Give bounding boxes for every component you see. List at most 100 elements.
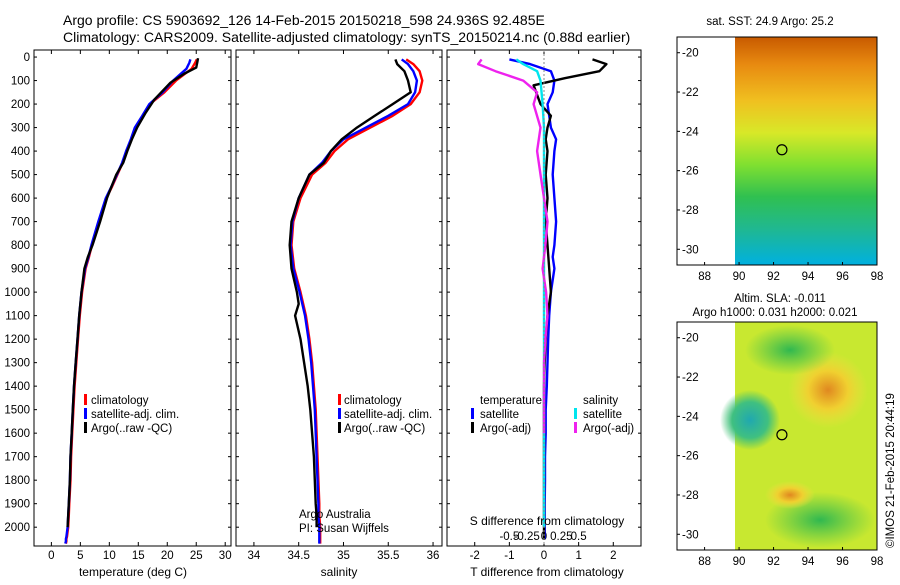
depth-tick-label: 2000 [4, 522, 30, 534]
sst-map: 88 90 92 94 96 98 -20 -22 -24 -26 -28 -30 [676, 36, 884, 283]
lat-tick-label: -30 [682, 529, 699, 541]
temperature-axis-label: temperature (deg C) [79, 565, 187, 579]
depth-tick-label: 600 [11, 193, 30, 205]
legend-title-temperature: temperature [480, 395, 542, 407]
legend-swatch-salinity-satellite [574, 408, 577, 419]
lon-tick-label: 98 [871, 271, 884, 283]
depth-tick-label: 200 [11, 99, 30, 111]
s-tick-label: -0.5 [499, 531, 519, 543]
depth-tick-label: 700 [11, 217, 30, 229]
pi-annotation: PI: Susan Wijffels [299, 523, 389, 535]
s-difference-axis-label: S difference from climatology [470, 514, 625, 528]
sla-map: 88 90 92 94 96 98 -20 -22 -24 -26 -28 -30 [676, 321, 884, 568]
x-tick-label: 30 [219, 550, 232, 562]
lat-tick-label: -22 [682, 87, 699, 99]
x-tick-label: 25 [190, 550, 203, 562]
sla-low-anomaly [720, 390, 780, 450]
depth-axis: 0 100 200 300 400 500 600 700 800 900 1000 1100 1200… [4, 52, 641, 534]
depth-tick-label: 100 [11, 76, 30, 88]
series-line-1 [289, 58, 419, 544]
x-tick-label: 10 [103, 550, 116, 562]
legend-swatch-temperature-argo [471, 422, 474, 433]
x-tick-label: -1 [504, 550, 514, 562]
legend-label-salinity-satellite: satellite [583, 409, 622, 421]
x-tick-label: 2 [610, 550, 616, 562]
depth-tick-label: 500 [11, 170, 30, 182]
lat-tick-label: -30 [682, 244, 699, 256]
legend-label-salinity-argo: Argo(-adj) [583, 423, 634, 435]
depth-tick-label: 1800 [4, 475, 30, 487]
depth-tick-label: 900 [11, 264, 30, 276]
temperature-panel-frame [33, 49, 232, 547]
figure-title-line1: Argo profile: CS 5903692_126 14-Feb-2015… [63, 12, 545, 28]
lat-tick-label: -26 [682, 451, 699, 463]
figure-title-line2: Climatology: CARS2009. Satellite-adjuste… [63, 29, 630, 45]
x-tick-label: 35 [337, 550, 350, 562]
lon-tick-label: 96 [836, 556, 849, 568]
sst-map-title: sat. SST: 24.9 Argo: 25.2 [706, 16, 833, 28]
x-tick-label: 34.5 [288, 550, 310, 562]
legend-label-satellite: satellite-adj. clim. [344, 409, 432, 421]
sla-map-frame [676, 321, 878, 551]
lon-tick-label: 90 [733, 556, 746, 568]
lat-tick-label: -28 [682, 490, 699, 502]
legend-label-climatology: climatology [91, 395, 149, 407]
temperature-series [64, 58, 200, 544]
s-tick-label: 0.5 [571, 531, 587, 543]
lon-tick-label: 92 [767, 271, 780, 283]
depth-tick-label: 800 [11, 240, 30, 252]
sst-field [735, 37, 877, 265]
depth-tick-label: 1600 [4, 428, 30, 440]
lat-tick-label: -20 [682, 48, 699, 60]
lat-tick-label: -28 [682, 205, 699, 217]
argo-position-marker [776, 429, 788, 441]
series-line-2 [66, 58, 200, 528]
lon-tick-label: 98 [871, 556, 884, 568]
difference-legend: temperature satellite Argo(-adj) salinit… [471, 395, 634, 435]
legend-swatch-climatology [84, 394, 87, 405]
legend-swatch-argo [338, 422, 341, 433]
series-line-2 [515, 58, 546, 528]
sla-map-title-line2: Argo h1000: 0.031 h2000: 0.021 [693, 307, 858, 319]
t-difference-axis-label: T difference from climatology [470, 565, 624, 579]
temperature-legend: climatology satellite-adj. clim. Argo(..… [84, 394, 179, 435]
lon-tick-label: 96 [836, 271, 849, 283]
s-tick-label: -0.25 [514, 531, 540, 543]
lat-tick-label: -24 [682, 126, 699, 138]
depth-tick-label: 400 [11, 146, 30, 158]
lon-tick-label: 90 [733, 271, 746, 283]
salinity-axis-label: salinity [321, 565, 358, 579]
sla-low-anomaly [745, 325, 835, 375]
depth-tick-label: 1200 [4, 334, 30, 346]
lon-tick-label: 94 [802, 556, 815, 568]
depth-tick-label: 1900 [4, 499, 30, 511]
salinity-legend: climatology satellite-adj. clim. Argo(..… [338, 394, 432, 435]
legend-label-temperature-argo: Argo(-adj) [480, 423, 531, 435]
x-tick-label: 5 [77, 550, 83, 562]
legend-swatch-satellite [338, 408, 341, 419]
depth-tick-label: 1300 [4, 358, 30, 370]
argo-position-marker [776, 144, 788, 156]
sla-high-anomaly [765, 481, 815, 509]
legend-title-salinity: salinity [583, 395, 618, 407]
x-tick-label: 15 [132, 550, 145, 562]
series-line-1 [64, 59, 192, 544]
lat-tick-label: -24 [682, 411, 699, 423]
x-tick-label: 35.5 [377, 550, 399, 562]
salinity-x-axis: 34 34.5 35 35.5 36 [248, 50, 439, 562]
s-tick-label: 0.25 [550, 531, 572, 543]
depth-tick-label: 1700 [4, 452, 30, 464]
lat-tick-label: -20 [682, 333, 699, 345]
depth-tick-label: 1000 [4, 287, 30, 299]
lon-tick-label: 88 [698, 271, 711, 283]
depth-tick-label: 1100 [5, 311, 30, 323]
series-line-2 [288, 58, 412, 528]
sla-map-title-line1: Altim. SLA: -0.011 [734, 293, 826, 305]
legend-label-argo: Argo(..raw -QC) [344, 423, 425, 435]
difference-x-axis: -2 -1 0 1 2-0.5-0.25 0 0.250.5 [470, 50, 616, 562]
x-tick-label: -2 [470, 550, 480, 562]
legend-swatch-satellite [84, 408, 87, 419]
temperature-x-axis: 0 5 10 15 20 25 30 [48, 50, 232, 562]
lon-tick-label: 94 [802, 271, 815, 283]
